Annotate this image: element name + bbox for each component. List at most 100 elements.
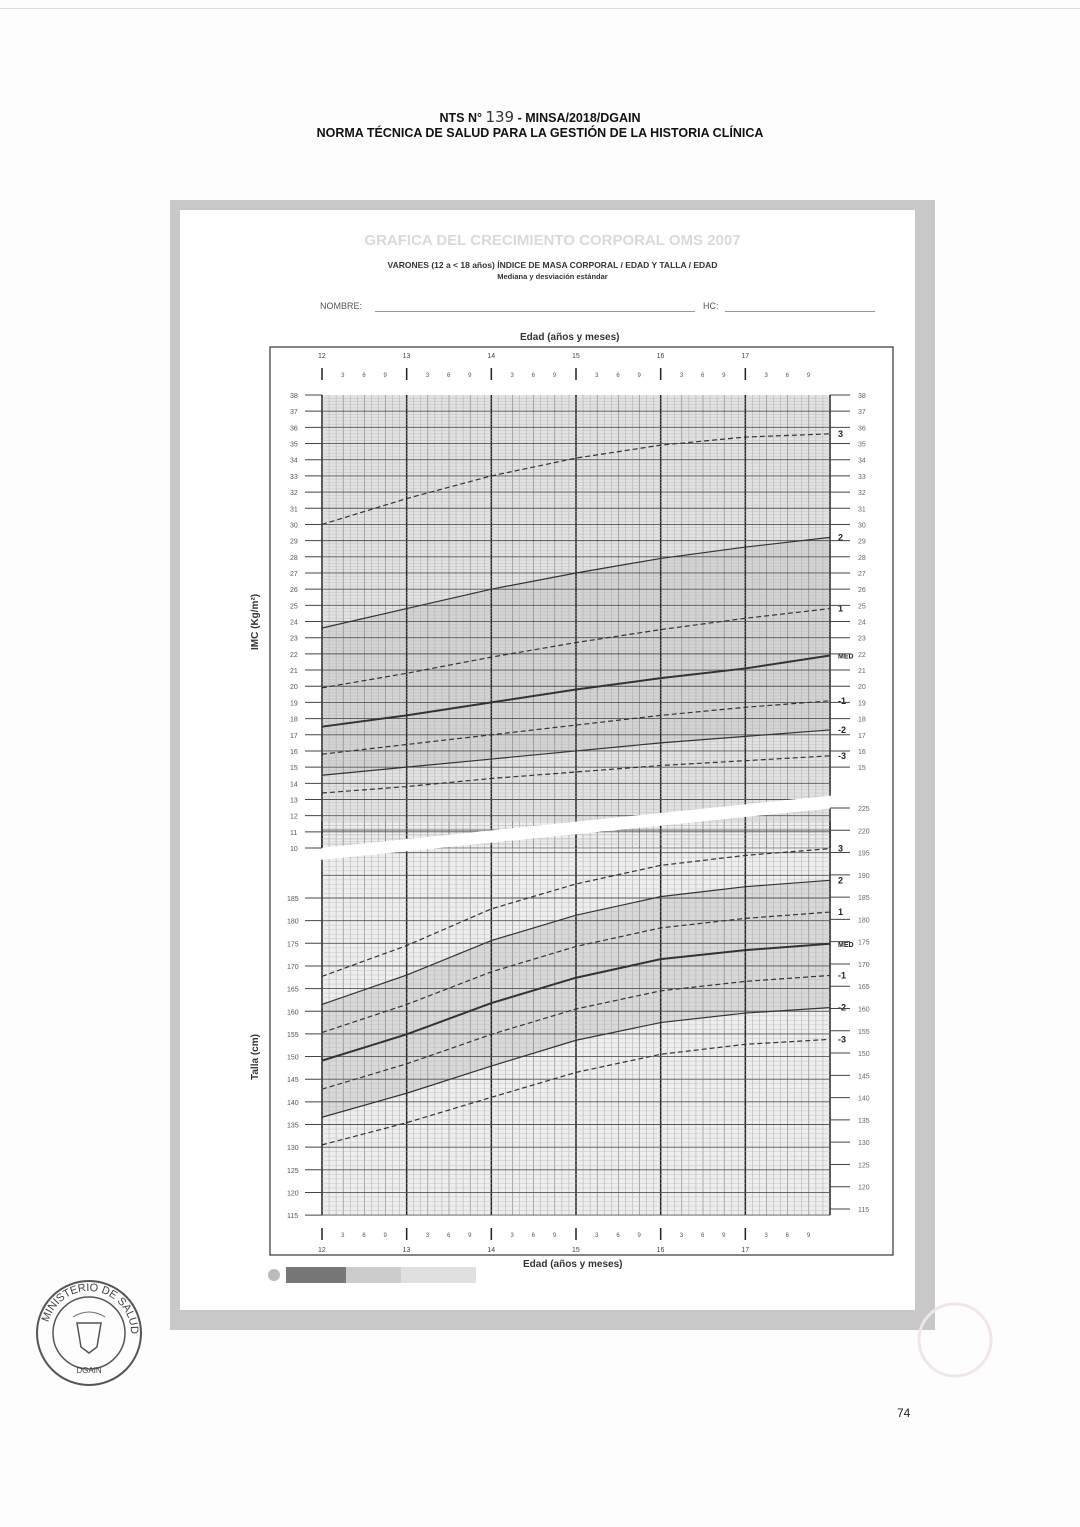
height-right-tick-label: 175 <box>858 940 870 947</box>
bmi-tick-label: 21 <box>290 668 298 675</box>
x-minor-tick-top: 6 <box>532 373 536 379</box>
bmi-right-tick-label: 32 <box>858 490 866 497</box>
ministry-seal-stamp: MINISTERIO DE SALUD DGAIN <box>36 1280 142 1386</box>
name-label: NOMBRE: <box>320 301 363 311</box>
ghost-title: GRAFICA DEL CRECIMIENTO CORPORAL OMS 200… <box>364 232 741 249</box>
bmi-tick-label: 13 <box>290 798 298 805</box>
x-minor-tick-top: 6 <box>362 373 366 379</box>
x-minor-tick-top: 3 <box>426 373 430 379</box>
bmi-right-tick-label: 38 <box>858 393 866 400</box>
bmi-curve-label: 2 <box>838 532 843 542</box>
height-right-tick-label: 140 <box>858 1096 870 1103</box>
bmi-tick-label: 10 <box>290 846 298 853</box>
x-minor-tick-top: 3 <box>765 373 769 379</box>
height-tick-label: 185 <box>287 896 299 903</box>
x-minor-tick-top: 3 <box>595 373 599 379</box>
height-curve--1 <box>321 974 831 1090</box>
bmi-tick-label: 34 <box>290 458 298 465</box>
header-prefix: NTS N° <box>439 111 482 125</box>
height-right-tick-label: 145 <box>858 1073 870 1080</box>
bmi-right-tick-label: 20 <box>858 684 866 691</box>
bmi-right-tick-label: 28 <box>858 555 866 562</box>
x-tick-label-bottom: 15 <box>572 1247 580 1254</box>
bmi-curve-1 <box>321 607 831 689</box>
height-right-tick-label: 225 <box>858 806 870 813</box>
bmi-tick-label: 18 <box>290 717 298 724</box>
bmi-tick-label: 14 <box>290 781 298 788</box>
height-tick-label: 175 <box>287 941 299 948</box>
height-right-tick-label: 170 <box>858 962 870 969</box>
hc-field[interactable] <box>725 311 875 312</box>
bmi-curve-MED <box>321 654 831 728</box>
handwritten-number: 139 <box>485 108 515 126</box>
height-tick-label: 170 <box>287 964 299 971</box>
bmi-tick-label: 19 <box>290 700 298 707</box>
x-minor-tick-top: 3 <box>511 373 515 379</box>
x-minor-tick-bottom: 9 <box>638 1233 642 1239</box>
bmi-tick-label: 17 <box>290 733 298 740</box>
bmi-tick-label: 22 <box>290 652 298 659</box>
height-curve-MED <box>321 942 831 1062</box>
bmi-right-tick-label: 22 <box>858 652 866 659</box>
bmi-right-tick-label: 34 <box>858 458 866 465</box>
height-right-tick-label: 160 <box>858 1007 870 1014</box>
bmi-tick-label: 26 <box>290 587 298 594</box>
x-minor-tick-bottom: 9 <box>468 1233 472 1239</box>
x-tick-label-bottom: 14 <box>487 1247 495 1254</box>
x-minor-tick-bottom: 6 <box>701 1233 705 1239</box>
x-minor-tick-bottom: 3 <box>595 1233 599 1239</box>
height-tick-label: 135 <box>287 1123 299 1130</box>
bmi-tick-label: 29 <box>290 539 298 546</box>
x-tick-label-top: 17 <box>741 353 749 360</box>
bmi-curve--1 <box>321 700 831 755</box>
height-right-tick-label: 120 <box>858 1185 870 1192</box>
height-right-tick-label: 165 <box>858 984 870 991</box>
height-right-tick-label: 125 <box>858 1162 870 1169</box>
x-minor-tick-bottom: 3 <box>426 1233 430 1239</box>
bmi-tick-label: 28 <box>290 555 298 562</box>
bmi-right-tick-label: 18 <box>858 717 866 724</box>
x-minor-tick-bottom: 6 <box>786 1233 790 1239</box>
bmi-curve-label: MED <box>838 653 854 660</box>
height-curve--3 <box>321 1038 831 1146</box>
x-tick-label-bottom: 13 <box>403 1247 411 1254</box>
bmi-curve-label: -2 <box>838 725 846 735</box>
x-minor-tick-bottom: 3 <box>765 1233 769 1239</box>
bmi-tick-label: 37 <box>290 409 298 416</box>
bmi-right-tick-label: 19 <box>858 700 866 707</box>
name-field[interactable] <box>375 311 695 312</box>
x-minor-tick-bottom: 9 <box>384 1233 388 1239</box>
bmi-curve-label: -1 <box>838 696 846 706</box>
height-curve-label: -3 <box>838 1034 846 1044</box>
bmi-tick-label: 31 <box>290 506 298 513</box>
x-minor-tick-bottom: 9 <box>722 1233 726 1239</box>
plot-frame <box>269 346 894 1256</box>
x-minor-tick-bottom: 6 <box>532 1233 536 1239</box>
x-minor-tick-top: 6 <box>786 373 790 379</box>
bmi-tick-label: 15 <box>290 765 298 772</box>
section-separator <box>300 790 885 862</box>
x-minor-tick-top: 9 <box>384 373 388 379</box>
x-minor-tick-bottom: 6 <box>616 1233 620 1239</box>
bmi-curve-label: 3 <box>838 429 843 439</box>
x-minor-tick-top: 6 <box>616 373 620 379</box>
bmi-right-tick-label: 21 <box>858 668 866 675</box>
height-right-tick-label: 135 <box>858 1118 870 1125</box>
height-tick-label: 125 <box>287 1168 299 1175</box>
bmi-right-tick-label: 31 <box>858 506 866 513</box>
bmi-curve-3 <box>321 433 831 526</box>
height-curve-1 <box>321 911 831 1034</box>
x-minor-tick-top: 9 <box>468 373 472 379</box>
bmi-tick-label: 24 <box>290 620 298 627</box>
bmi-tick-label: 16 <box>290 749 298 756</box>
height-right-tick-label: 220 <box>858 828 870 835</box>
x-minor-tick-bottom: 9 <box>553 1233 557 1239</box>
bmi-right-tick-label: 24 <box>858 620 866 627</box>
height-right-tick-label: 185 <box>858 895 870 902</box>
doc-header-line2: NORMA TÉCNICA DE SALUD PARA LA GESTIÓN D… <box>316 126 764 140</box>
bmi-tick-label: 20 <box>290 684 298 691</box>
x-tick-label-top: 16 <box>657 353 665 360</box>
height-tick-label: 140 <box>287 1100 299 1107</box>
